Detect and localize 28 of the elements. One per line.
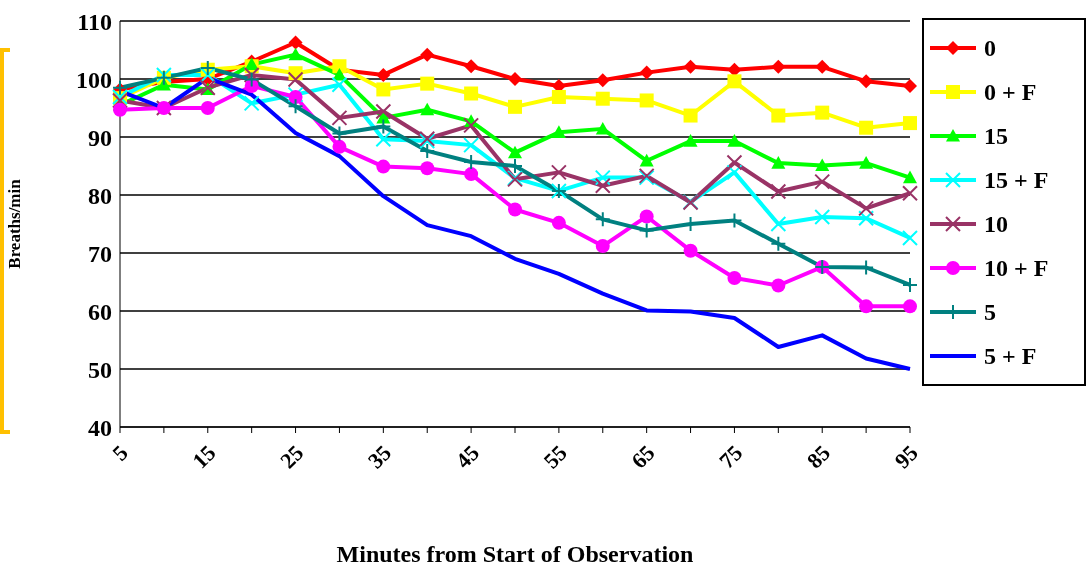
x-tick-label: 85 [801, 440, 836, 474]
legend-label: 5 [984, 298, 996, 326]
legend-label: 10 [984, 210, 1008, 238]
x-tick-label: 55 [538, 440, 572, 474]
x-tick-label: 95 [889, 440, 923, 474]
x-tick-label: 25 [275, 440, 309, 474]
y-tick-label: 90 [88, 124, 112, 151]
x-tick-label: 5 [107, 440, 133, 466]
y-axis-title: Breaths/min [5, 178, 25, 269]
y-tick-label: 70 [88, 240, 112, 267]
legend-label: 0 [984, 34, 996, 62]
y-tick-label: 40 [88, 414, 112, 441]
legend-label: 15 + F [984, 166, 1049, 194]
y-tick-label: 80 [88, 182, 112, 209]
legend-label: 0 + F [984, 78, 1037, 106]
legend-label: 10 + F [984, 254, 1049, 282]
y-tick-label: 100 [76, 66, 112, 93]
x-tick-label: 35 [362, 440, 397, 474]
y-tick-label: 110 [77, 8, 112, 35]
legend-label: 5 + F [984, 342, 1037, 370]
legend-label: 15 [984, 122, 1008, 150]
y-tick-label: 60 [88, 298, 112, 325]
x-tick-label: 75 [714, 440, 748, 474]
y-tick-label: 50 [88, 356, 112, 383]
x-tick-label: 65 [626, 440, 660, 474]
x-tick-label: 45 [450, 440, 484, 474]
x-tick-label: 15 [187, 440, 221, 474]
x-axis-title: Minutes from Start of Observation [336, 541, 694, 567]
